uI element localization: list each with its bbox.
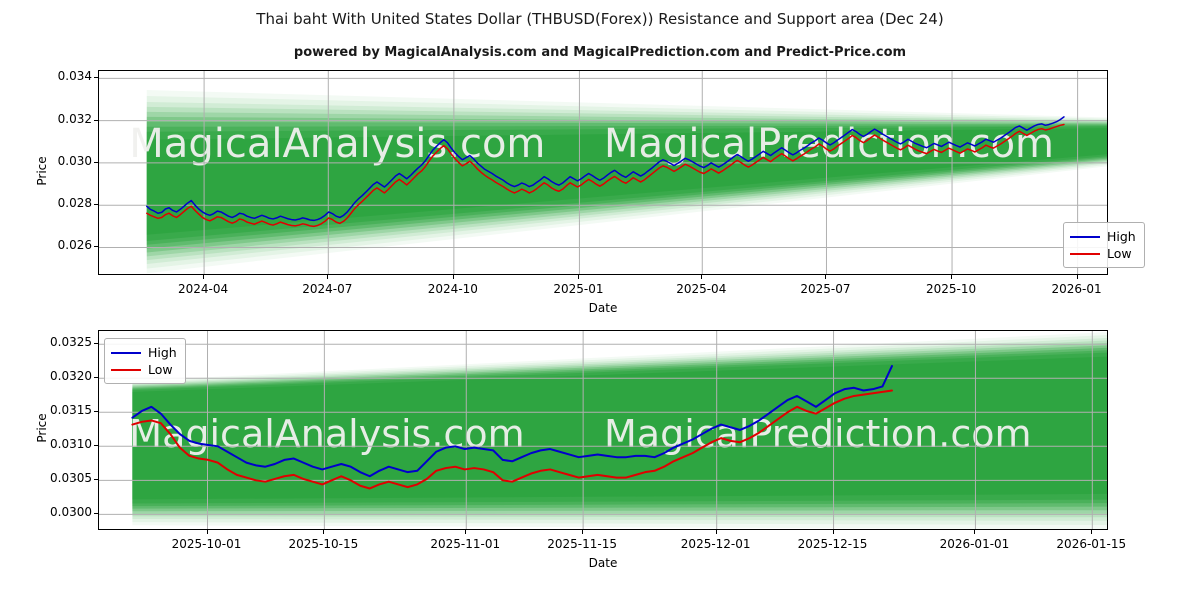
x-tick-label: 2025-01 — [553, 282, 604, 296]
legend-swatch-low — [111, 368, 141, 371]
x-tick-mark — [578, 275, 580, 279]
svg-text:MagicalAnalysis.com: MagicalAnalysis.com — [129, 412, 524, 456]
y-tick-label: 0.034 — [57, 69, 92, 84]
legend-entry-high: High — [111, 344, 177, 361]
x-tick-mark — [327, 275, 329, 279]
x-tick-mark — [465, 530, 467, 534]
y-tick-label: 0.028 — [57, 196, 92, 211]
x-tick-mark — [825, 275, 827, 279]
zoom-plot-svg: MagicalPrediction.com MagicalAnalysis.com — [99, 331, 1107, 529]
y-tick-mark — [94, 479, 98, 481]
legend-label-high: High — [148, 345, 177, 360]
overview-y-axis-title: Price — [35, 155, 49, 186]
x-tick-label: 2026-01-15 — [1056, 537, 1127, 551]
x-tick-mark — [452, 275, 454, 279]
x-tick-mark — [206, 530, 208, 534]
x-tick-mark — [582, 530, 584, 534]
y-tick-label: 0.026 — [57, 238, 92, 253]
x-tick-label: 2025-07 — [800, 282, 851, 296]
y-tick-mark — [94, 77, 98, 79]
legend-entry-high: High — [1070, 228, 1136, 245]
legend-label-low: Low — [148, 362, 173, 377]
zoom-x-axis-title: Date — [588, 556, 618, 570]
y-tick-mark — [94, 119, 98, 121]
legend-swatch-high — [111, 351, 141, 354]
page-subtitle: powered by MagicalAnalysis.com and Magic… — [293, 45, 907, 60]
legend-label-low: Low — [1107, 246, 1132, 261]
y-tick-label: 0.0315 — [50, 403, 92, 418]
x-tick-mark — [1091, 530, 1093, 534]
x-tick-label: 2025-12-01 — [680, 537, 751, 551]
y-tick-label: 0.032 — [57, 111, 92, 126]
page-title: Thai baht With United States Dollar (THB… — [256, 10, 944, 28]
x-tick-mark — [974, 530, 976, 534]
y-tick-mark — [94, 246, 98, 248]
zoom-plot-area: MagicalPrediction.com MagicalAnalysis.com — [98, 330, 1108, 530]
y-tick-label: 0.0310 — [50, 437, 92, 452]
x-tick-label: 2025-12-15 — [797, 537, 868, 551]
legend-label-high: High — [1107, 229, 1136, 244]
x-tick-label: 2026-01 — [1051, 282, 1102, 296]
y-tick-mark — [94, 161, 98, 163]
svg-text:MagicalAnalysis.com: MagicalAnalysis.com — [129, 121, 545, 167]
x-tick-label: 2024-10 — [427, 282, 478, 296]
x-tick-mark — [701, 275, 703, 279]
y-tick-mark — [94, 204, 98, 206]
x-tick-label: 2025-10-01 — [171, 537, 242, 551]
x-tick-label: 2025-11-15 — [547, 537, 617, 551]
x-tick-label: 2025-11-01 — [430, 537, 501, 551]
y-tick-mark — [94, 377, 98, 379]
legend-swatch-low — [1070, 252, 1100, 255]
y-tick-label: 0.0320 — [50, 369, 92, 384]
overview-x-axis-title: Date — [588, 301, 618, 315]
x-tick-mark — [715, 530, 717, 534]
y-tick-label: 0.0305 — [50, 471, 92, 486]
legend-swatch-high — [1070, 235, 1100, 238]
y-tick-mark — [94, 411, 98, 413]
y-tick-mark — [94, 513, 98, 515]
y-tick-label: 0.030 — [57, 153, 92, 168]
y-tick-mark — [94, 445, 98, 447]
y-tick-label: 0.0325 — [50, 335, 92, 350]
x-tick-mark — [323, 530, 325, 534]
x-tick-mark — [203, 275, 205, 279]
y-tick-mark — [94, 343, 98, 345]
y-tick-label: 0.0300 — [50, 505, 92, 520]
overview-plot-area: MagicalPrediction.com MagicalAnalysis.com — [98, 70, 1108, 275]
zoom-legend: High Low — [104, 338, 186, 384]
x-tick-label: 2024-07 — [302, 282, 353, 296]
x-tick-label: 2025-04 — [676, 282, 727, 296]
x-tick-label: 2024-04 — [178, 282, 229, 296]
overview-legend: High Low — [1063, 222, 1145, 268]
x-tick-label: 2025-10 — [925, 282, 977, 296]
x-tick-mark — [1076, 275, 1078, 279]
x-tick-label: 2026-01-01 — [939, 537, 1010, 551]
x-tick-mark — [951, 275, 953, 279]
legend-entry-low: Low — [1070, 245, 1136, 262]
x-tick-label: 2025-10-15 — [288, 537, 359, 551]
svg-text:MagicalPrediction.com: MagicalPrediction.com — [604, 412, 1032, 456]
legend-entry-low: Low — [111, 361, 177, 378]
x-tick-mark — [832, 530, 834, 534]
